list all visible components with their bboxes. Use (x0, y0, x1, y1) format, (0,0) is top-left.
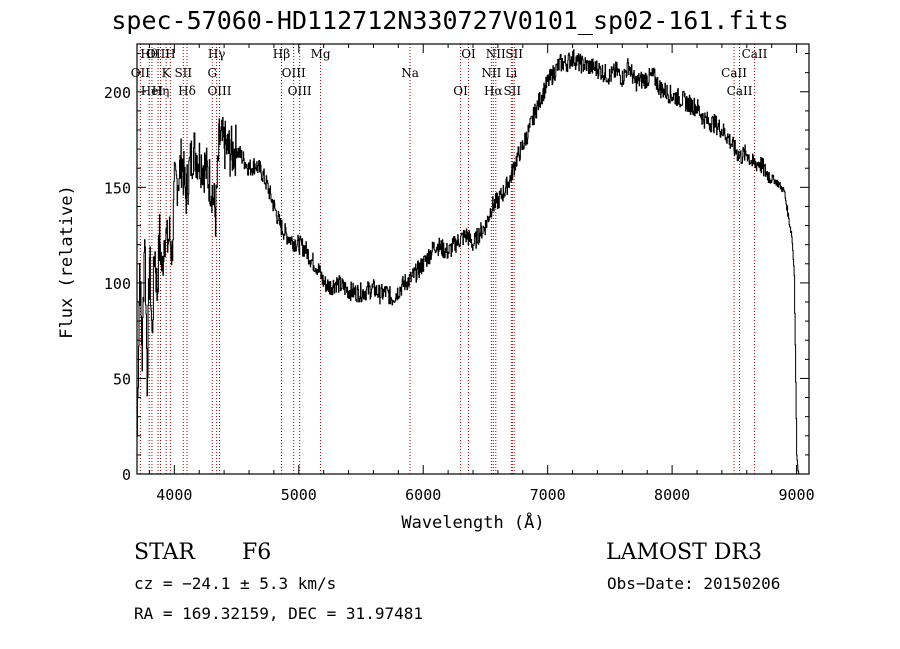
line-label: Hα (484, 84, 503, 98)
line-label: Hγ (208, 47, 226, 61)
line-label: SII (174, 66, 192, 80)
line-label: Hθ (140, 47, 158, 61)
x-tick-label: 4000 (156, 486, 192, 504)
y-tick-label: 0 (122, 466, 131, 484)
y-tick-label: 200 (104, 84, 131, 102)
y-tick-label: 150 (104, 179, 131, 197)
object-type: STAR (134, 540, 195, 565)
spectral-subclass: F6 (242, 540, 272, 565)
line-label: CaII (727, 84, 753, 98)
line-label: Hη (152, 84, 170, 98)
line-label: OIII (282, 66, 306, 80)
line-label: OI (461, 47, 476, 61)
survey-name: LAMOST DR3 (606, 540, 762, 565)
line-label: Li (505, 66, 517, 80)
y-tick-label: 100 (104, 275, 131, 293)
line-label: Hβ (273, 47, 290, 61)
x-axis-label: Wavelength (Å) (401, 511, 544, 533)
line-label: K (162, 66, 172, 80)
line-label: NII (486, 47, 506, 61)
line-label: HeI (141, 84, 164, 98)
line-labels: Hθ OII HeI OIII K Hη H SII Hδ Hγ G OIII Hβ OIII OIII Mg… (131, 47, 768, 98)
line-label: CaII (742, 47, 768, 61)
redshift-text: cz = −24.1 ± 5.3 km/s (134, 574, 337, 593)
line-label: OIII (288, 84, 312, 98)
line-label: Na (401, 66, 419, 80)
line-label: OIII (146, 47, 170, 61)
line-label: NII (481, 66, 501, 80)
x-tick-label: 7000 (530, 486, 566, 504)
spectrum-line (137, 49, 800, 475)
line-label: OII (131, 66, 151, 80)
coordinates: RA = 169.32159, DEC = 31.97481 (134, 604, 423, 623)
line-label: SII (503, 84, 521, 98)
x-tick-label: 9000 (778, 486, 814, 504)
spectrum-series (137, 49, 800, 475)
x-tick-label: 6000 (405, 486, 441, 504)
line-label: Hδ (178, 84, 196, 98)
line-label: SII (505, 47, 523, 61)
line-label: H (165, 47, 175, 61)
chart-title: spec-57060-HD112712N330727V0101_sp02-161… (111, 6, 789, 35)
y-axis-ticks: 0 50 100 150 200 (104, 53, 809, 484)
x-axis-ticks: 4000 5000 6000 7000 8000 9000 (148, 44, 815, 504)
y-tick-label: 50 (113, 370, 131, 388)
plot-frame (136, 43, 810, 475)
x-tick-label: 5000 (281, 486, 317, 504)
line-label: Mg (311, 47, 331, 61)
line-markers (139, 44, 755, 474)
y-axis-label: Flux (relative) (57, 185, 77, 339)
line-label: OI (453, 84, 468, 98)
obs-date: Obs−Date: 20150206 (607, 574, 781, 593)
x-tick-label: 8000 (654, 486, 690, 504)
line-label: CaII (721, 66, 747, 80)
line-label: G (207, 66, 217, 80)
line-label: OIII (207, 84, 231, 98)
